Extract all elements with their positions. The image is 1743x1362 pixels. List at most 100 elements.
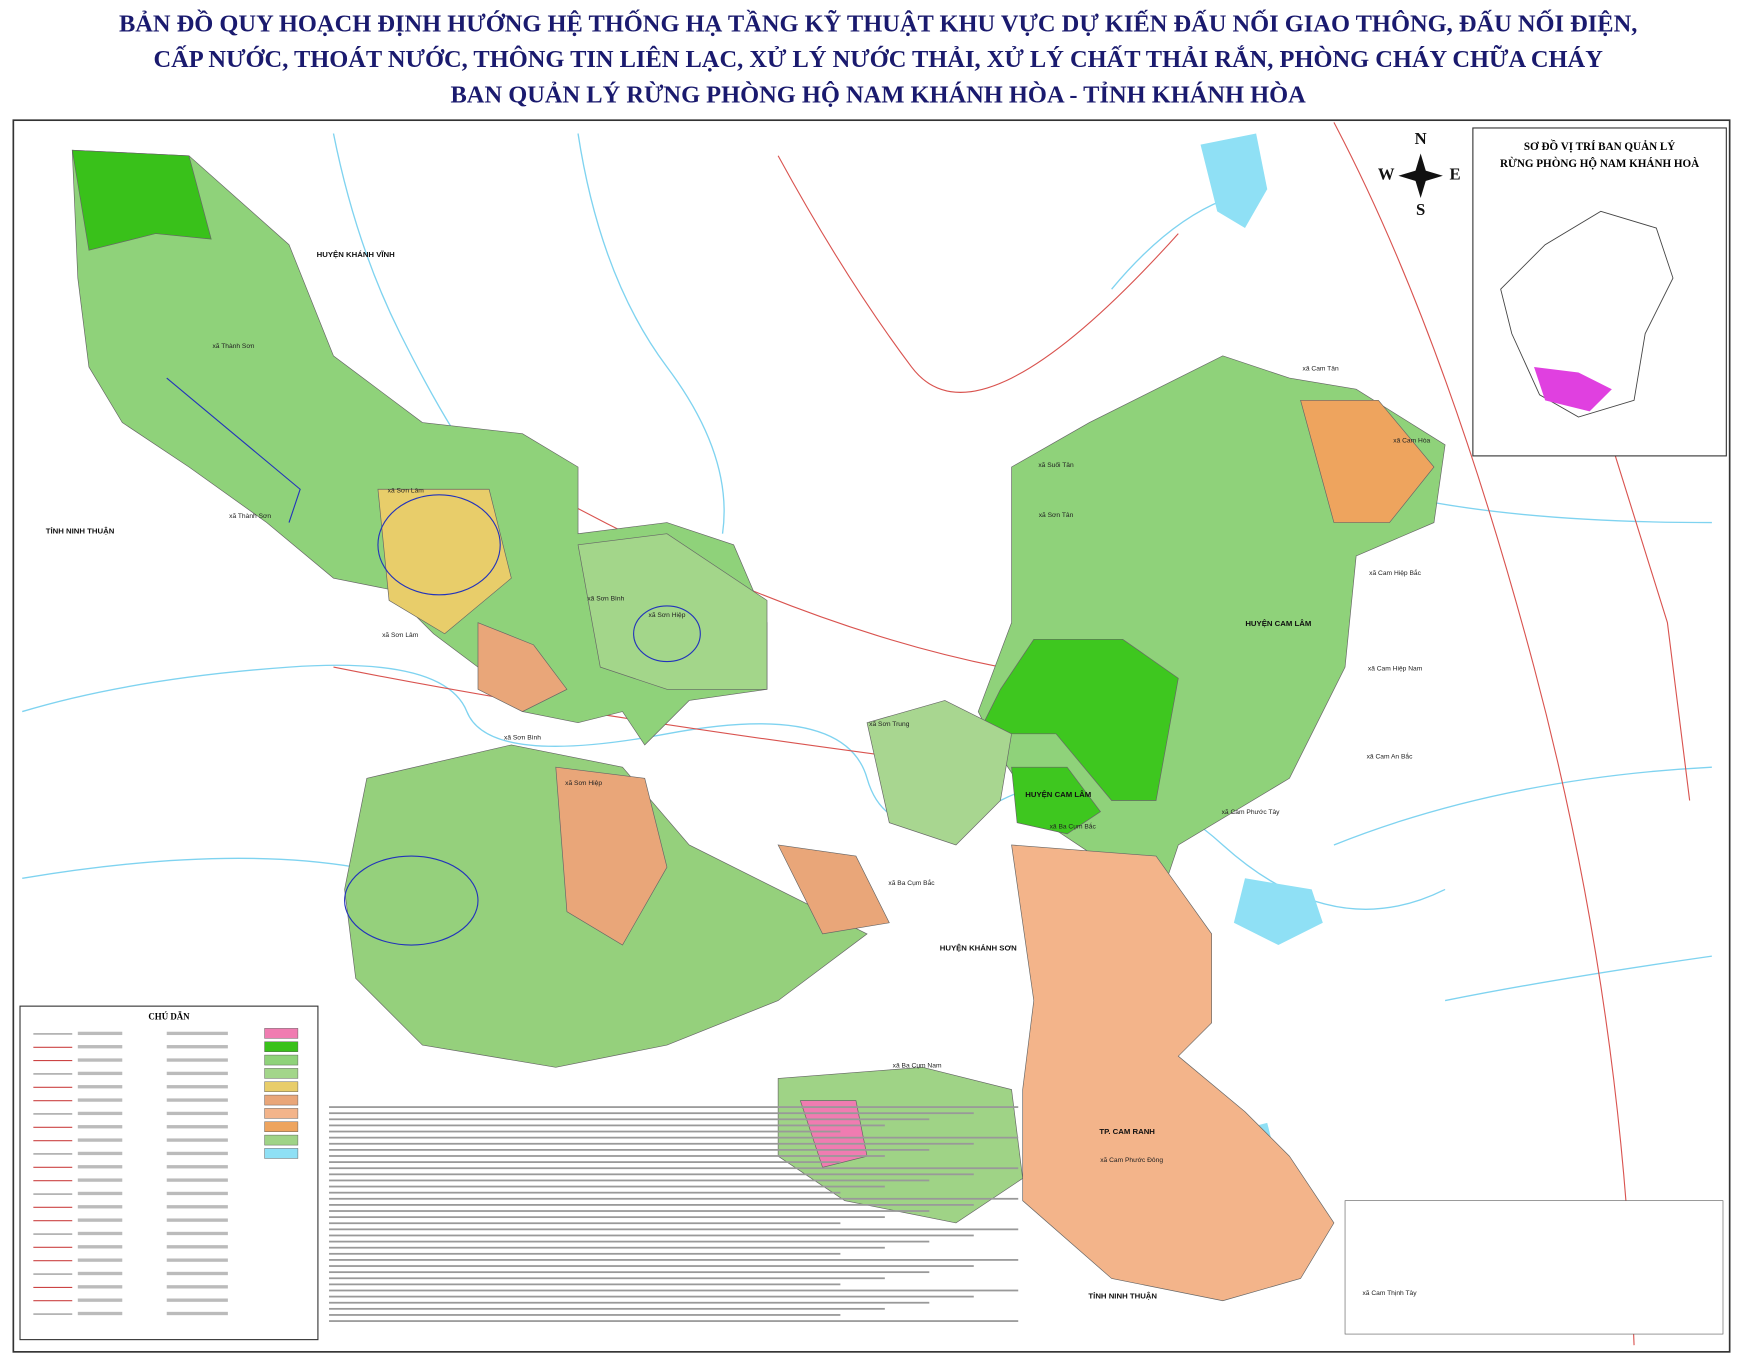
legend-text-placeholder xyxy=(77,1191,123,1196)
place-label: xã Sơn Hiệp xyxy=(565,780,602,787)
note-line xyxy=(329,1148,930,1151)
legend-text-placeholder xyxy=(166,1271,228,1276)
inset-title: SƠ ĐỒ VỊ TRÍ BAN QUẢN LÝ xyxy=(1524,140,1675,153)
compass-north: N xyxy=(1415,129,1427,148)
district-label: HUYỆN CAM LÂM xyxy=(1025,790,1091,799)
place-label: xã Sơn Lâm xyxy=(382,632,419,639)
legend-swatch xyxy=(264,1134,299,1146)
note-line xyxy=(329,1320,1019,1322)
legend-text-placeholder xyxy=(166,1191,228,1196)
note-line xyxy=(329,1259,1019,1261)
note-line xyxy=(329,1283,841,1286)
compass-south: S xyxy=(1416,200,1425,219)
legend-swatch xyxy=(264,1108,299,1119)
notes xyxy=(329,1106,1019,1322)
district-label: HUYỆN KHÁNH SƠN xyxy=(940,944,1017,953)
place-label: xã Sơn Bình xyxy=(587,595,624,602)
place-label: xã Suối Tân xyxy=(1038,460,1074,469)
legend-text-placeholder xyxy=(166,1071,228,1076)
note-line xyxy=(329,1222,841,1225)
note-line xyxy=(329,1173,974,1176)
legend-text-placeholder xyxy=(166,1218,228,1222)
district-label: TP. CAM RANH xyxy=(1099,1127,1155,1136)
legend-text-placeholder xyxy=(166,1031,228,1036)
place-label: xã Cam Phước Tây xyxy=(1222,809,1281,816)
legend-text-placeholder xyxy=(166,1231,228,1236)
title-line: BẢN ĐỒ QUY HOẠCH ĐỊNH HƯỚNG HỆ THỐNG HẠ … xyxy=(119,8,1637,37)
place-label: xã Ba Cụm Nam xyxy=(893,1062,942,1069)
note-line xyxy=(329,1240,930,1243)
legend-text-placeholder xyxy=(77,1178,123,1182)
legend-text-placeholder xyxy=(77,1258,123,1262)
legend-text-placeholder xyxy=(166,1165,228,1169)
legend-text-placeholder xyxy=(166,1311,228,1316)
legend: CHÚ DẪN xyxy=(19,1005,319,1341)
legend-swatch xyxy=(264,1054,299,1066)
legend-text-placeholder xyxy=(77,1271,123,1276)
note-line xyxy=(329,1130,841,1133)
note-line xyxy=(329,1246,885,1249)
place-label: xã Ba Cụm Bắc xyxy=(1050,821,1097,830)
place-label: xã Thành Sơn xyxy=(229,513,271,520)
note-line xyxy=(329,1136,1019,1139)
legend-text-placeholder xyxy=(166,1298,228,1302)
district-label: TỈNH NINH THUẬN xyxy=(1088,1291,1157,1300)
note-line xyxy=(329,1234,974,1237)
legend-text-placeholder xyxy=(77,1098,123,1102)
legend-text-placeholder xyxy=(166,1245,228,1249)
note-line xyxy=(329,1155,885,1157)
note-line xyxy=(329,1277,885,1280)
place-label: xã Cam Hòa xyxy=(1393,438,1430,445)
legend-swatch xyxy=(264,1028,299,1039)
legend-text-placeholder xyxy=(77,1311,123,1316)
legend-swatch xyxy=(264,1094,299,1106)
legend-text-placeholder xyxy=(166,1151,228,1156)
legend-title: CHÚ DẪN xyxy=(148,1011,190,1021)
note-line xyxy=(329,1161,841,1163)
district-label: TỈNH NINH THUẬN xyxy=(46,527,115,536)
legend-text-placeholder xyxy=(77,1071,123,1076)
note-line xyxy=(329,1252,841,1255)
note-line xyxy=(329,1307,885,1310)
note-line xyxy=(329,1124,885,1127)
legend-text-placeholder xyxy=(77,1125,123,1129)
legend-swatch xyxy=(264,1068,299,1079)
inset-map: SƠ ĐỒ VỊ TRÍ BAN QUẢN LÝ RỪNG PHÒNG HỘ N… xyxy=(1472,127,1727,457)
legend-text-placeholder xyxy=(77,1298,123,1302)
title-line: CẤP NƯỚC, THOÁT NƯỚC, THÔNG TIN LIÊN LẠC… xyxy=(153,44,1603,73)
legend-text-placeholder xyxy=(77,1285,123,1289)
note-line xyxy=(329,1204,974,1206)
legend-swatch xyxy=(264,1081,299,1092)
note-line xyxy=(329,1314,841,1316)
note-line xyxy=(329,1228,1019,1231)
legend-text-placeholder xyxy=(166,1205,228,1209)
legend-text-placeholder xyxy=(77,1205,123,1209)
note-line xyxy=(329,1179,930,1182)
legend-text-placeholder xyxy=(166,1138,228,1142)
place-label: xã Cam Hiệp Bắc xyxy=(1369,568,1421,577)
title-line: BAN QUẢN LÝ RỪNG PHÒNG HỘ NAM KHÁNH HÒA … xyxy=(451,80,1307,108)
legend-text-placeholder xyxy=(166,1045,228,1049)
place-label: xã Cam Thịnh Tây xyxy=(1362,1290,1417,1297)
compass-east: E xyxy=(1450,165,1461,184)
legend-text-placeholder xyxy=(77,1085,123,1089)
note-line xyxy=(329,1216,885,1219)
legend-text-placeholder xyxy=(166,1111,228,1116)
legend-swatch xyxy=(264,1041,299,1052)
signature-block xyxy=(1344,1200,1724,1335)
reservoir xyxy=(1233,878,1323,946)
legend-text-placeholder xyxy=(77,1151,123,1156)
place-label: xã Sơn Trung xyxy=(869,721,910,728)
note-line xyxy=(329,1289,1019,1292)
legend-text-placeholder xyxy=(166,1058,228,1062)
note-line xyxy=(329,1106,1019,1108)
compass-west: W xyxy=(1378,165,1395,184)
place-label: xã Cam An Bắc xyxy=(1367,751,1414,760)
place-label: xã Sơn Bình xyxy=(504,734,541,741)
legend-text-placeholder xyxy=(77,1231,123,1236)
forest-zones xyxy=(71,149,1446,1302)
legend-text-placeholder xyxy=(166,1085,228,1089)
note-line xyxy=(329,1118,930,1121)
